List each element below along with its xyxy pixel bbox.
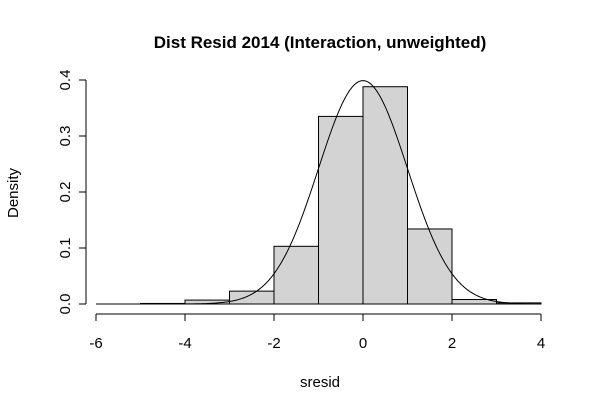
x-tick-label: 2	[448, 335, 456, 352]
histogram-bar	[362, 86, 408, 305]
x-axis: -6 -4 -2 0 2 4	[89, 313, 545, 352]
x-tick-label: 4	[537, 335, 545, 352]
histogram-bar	[273, 245, 319, 305]
y-axis-label: Density	[5, 167, 22, 218]
x-tick-label: -6	[89, 335, 102, 352]
x-tick-label: -4	[178, 335, 191, 352]
histogram-bar	[318, 115, 364, 305]
y-tick-label: 0.2	[57, 182, 74, 203]
y-tick-label: 0.4	[57, 70, 74, 91]
density-curve	[96, 80, 542, 305]
y-tick-label: 0.0	[57, 294, 74, 315]
y-tick-label: 0.1	[57, 238, 74, 259]
y-axis: 0.0 0.1 0.2 0.3 0.4	[57, 70, 87, 315]
x-tick-label: -2	[267, 335, 280, 352]
chart-title: Dist Resid 2014 (Interaction, unweighted…	[154, 33, 487, 52]
x-axis-label: sresid	[300, 374, 340, 391]
histogram-bar	[407, 228, 453, 305]
histogram-bar	[229, 290, 275, 305]
x-tick-label: 0	[359, 335, 367, 352]
bars-group	[140, 86, 542, 305]
y-tick-label: 0.3	[57, 126, 74, 147]
